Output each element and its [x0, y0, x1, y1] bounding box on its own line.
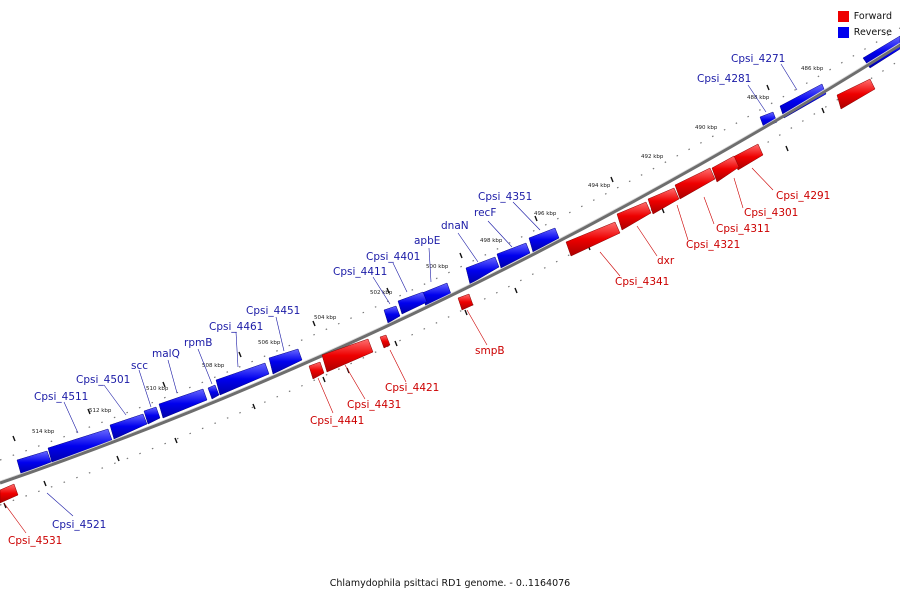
gene-label-cpsi-4341[interactable]: Cpsi_4341 — [615, 276, 669, 288]
legend-swatch-reverse — [837, 27, 849, 38]
gene-label-cpsi-4411[interactable]: Cpsi_4411 — [333, 266, 387, 278]
gene-block-reverse[interactable] — [215, 362, 270, 396]
reverse-leader-lines — [46, 63, 798, 517]
legend-label-reverse: Reverse — [853, 27, 892, 38]
gene-label-cpsi-4291[interactable]: Cpsi_4291 — [776, 190, 830, 202]
inner-dotted-track — [0, 59, 900, 506]
gene-block-forward[interactable] — [321, 338, 374, 373]
outer-ticks — [12, 84, 770, 442]
legend-label-forward: Forward — [853, 11, 892, 22]
scale-label: 486 kbp — [801, 66, 824, 72]
gene-label-cpsi-4501[interactable]: Cpsi_4501 — [76, 374, 130, 386]
gene-block-forward[interactable] — [379, 334, 391, 349]
gene-block-forward[interactable] — [711, 155, 740, 183]
reverse-gene-labels: Cpsi_4271 Cpsi_4281 Cpsi_4351 recF dnaN … — [34, 53, 785, 531]
gene-block-reverse[interactable] — [16, 450, 52, 475]
scale-labels: 486 kbp 488 kbp 490 kbp 492 kbp 494 kbp … — [32, 66, 824, 435]
gene-label-cpsi-4431[interactable]: Cpsi_4431 — [347, 399, 401, 411]
reverse-genes — [16, 35, 900, 475]
gene-label-recf[interactable]: recF — [474, 207, 496, 219]
scale-label: 508 kbp — [202, 363, 225, 369]
gene-block-forward[interactable] — [0, 483, 19, 504]
gene-label-cpsi-4301[interactable]: Cpsi_4301 — [744, 207, 798, 219]
gene-block-reverse[interactable] — [143, 406, 161, 425]
scale-label: 494 kbp — [588, 183, 611, 189]
gene-label-cpsi-4351[interactable]: Cpsi_4351 — [478, 191, 532, 203]
outer-dotted-track — [0, 27, 900, 461]
forward-gene-labels: Cpsi_4291 Cpsi_4301 Cpsi_4311 Cpsi_4321 … — [8, 190, 830, 547]
gene-label-scc[interactable]: scc — [131, 360, 148, 372]
gene-label-cpsi-4461[interactable]: Cpsi_4461 — [209, 321, 263, 333]
scale-label: 502 kbp — [370, 290, 393, 296]
gene-label-cpsi-4531[interactable]: Cpsi_4531 — [8, 535, 62, 547]
gene-label-rpmb[interactable]: rpmB — [184, 337, 212, 349]
gene-block-forward[interactable] — [565, 221, 621, 257]
gene-label-cpsi-4271[interactable]: Cpsi_4271 — [731, 53, 785, 65]
scale-label: 506 kbp — [258, 340, 281, 346]
gene-label-malq[interactable]: malQ — [152, 348, 180, 360]
gene-block-forward[interactable] — [647, 187, 680, 215]
forward-leader-lines — [3, 167, 774, 534]
gene-block-forward[interactable] — [616, 201, 652, 231]
scale-label: 512 kbp — [89, 408, 112, 414]
gene-label-cpsi-4281[interactable]: Cpsi_4281 — [697, 73, 751, 85]
gene-block-reverse[interactable] — [47, 428, 113, 464]
genome-caption: Chlamydophila psittaci RD1 genome. - 0..… — [329, 578, 571, 589]
gene-block-reverse[interactable] — [268, 348, 303, 375]
gene-block-reverse[interactable] — [397, 291, 428, 315]
gene-block-forward[interactable] — [836, 78, 876, 110]
gene-label-cpsi-4441[interactable]: Cpsi_4441 — [310, 415, 364, 427]
gene-label-smpb[interactable]: smpB — [475, 345, 505, 357]
gene-block-reverse[interactable] — [383, 305, 401, 324]
legend-swatch-forward — [837, 11, 849, 22]
genome-backbone-highlight — [0, 42, 900, 482]
scale-label: 510 kbp — [146, 386, 169, 392]
gene-block-reverse[interactable] — [207, 384, 220, 400]
gene-block-reverse[interactable] — [528, 227, 560, 253]
genome-backbone — [0, 43, 900, 485]
scale-label: 504 kbp — [314, 315, 337, 321]
gene-block-forward[interactable] — [457, 293, 474, 311]
gene-block-reverse[interactable] — [109, 413, 148, 440]
gene-block-reverse[interactable] — [465, 256, 500, 285]
scale-label: 498 kbp — [480, 238, 503, 244]
scale-label: 490 kbp — [695, 125, 718, 131]
gene-label-cpsi-4401[interactable]: Cpsi_4401 — [366, 251, 420, 263]
gene-block-reverse[interactable] — [158, 388, 208, 419]
gene-label-cpsi-4511[interactable]: Cpsi_4511 — [34, 391, 88, 403]
forward-genes — [0, 78, 876, 504]
gene-block-forward[interactable] — [308, 361, 325, 380]
scale-label: 488 kbp — [747, 95, 770, 101]
gene-label-dnan[interactable]: dnaN — [441, 220, 469, 232]
scale-label: 496 kbp — [534, 211, 557, 217]
scale-label: 514 kbp — [32, 429, 55, 435]
legend-item-reverse: Reverse — [837, 25, 892, 40]
gene-label-cpsi-4521[interactable]: Cpsi_4521 — [52, 519, 106, 531]
gene-label-cpsi-4421[interactable]: Cpsi_4421 — [385, 382, 439, 394]
gene-label-dxr[interactable]: dxr — [657, 255, 675, 267]
gene-block-forward[interactable] — [674, 167, 716, 200]
gene-label-cpsi-4451[interactable]: Cpsi_4451 — [246, 305, 300, 317]
scale-label: 500 kbp — [426, 264, 449, 270]
gene-block-reverse[interactable] — [759, 111, 778, 129]
legend-item-forward: Forward — [837, 9, 892, 24]
gene-label-apbe[interactable]: apbE — [414, 235, 440, 247]
scale-label: 492 kbp — [641, 154, 664, 160]
gene-block-reverse[interactable] — [496, 242, 531, 269]
legend: Forward Reverse — [837, 9, 892, 41]
gene-label-cpsi-4311[interactable]: Cpsi_4311 — [716, 223, 770, 235]
gene-label-cpsi-4321[interactable]: Cpsi_4321 — [686, 239, 740, 251]
